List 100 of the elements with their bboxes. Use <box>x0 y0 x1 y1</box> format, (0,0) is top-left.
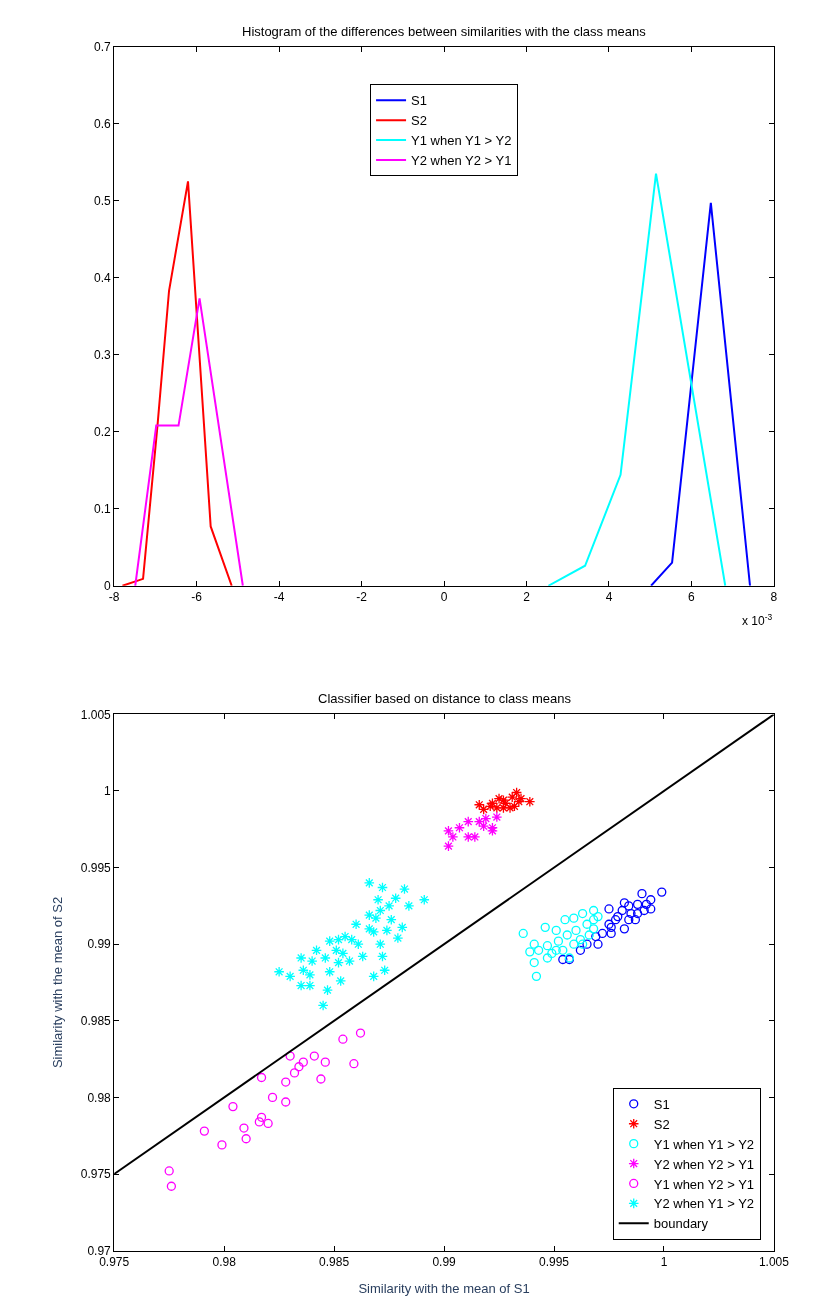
point <box>582 919 592 929</box>
point <box>306 955 318 967</box>
x-tick-label: -2 <box>356 590 368 605</box>
y-tick-label: 0 <box>104 578 112 593</box>
point <box>199 1126 210 1136</box>
point <box>267 1092 278 1103</box>
point <box>390 892 402 904</box>
point <box>254 1117 264 1127</box>
point <box>617 905 627 916</box>
legend-label: Y2 when Y1 > Y2 <box>653 1196 755 1212</box>
x-tick-label: 0.995 <box>539 1255 570 1270</box>
legend-label: S2 <box>411 113 427 129</box>
point <box>588 915 599 925</box>
point <box>349 1059 359 1069</box>
y-tick-label: 0.2 <box>94 424 112 439</box>
point <box>309 1051 319 1061</box>
point <box>542 941 553 951</box>
point <box>311 944 322 956</box>
y-tick-label: 0.98 <box>87 1090 112 1105</box>
point <box>529 939 539 949</box>
y-tick-label: 0.985 <box>80 1013 112 1028</box>
legend-label: S1 <box>653 1096 670 1112</box>
point <box>295 952 307 964</box>
x-tick-label: 0 <box>440 590 448 605</box>
point <box>443 825 454 837</box>
point <box>396 921 408 933</box>
point <box>525 947 535 957</box>
point <box>324 935 336 947</box>
point <box>577 908 588 919</box>
point <box>304 980 316 992</box>
point <box>281 1097 291 1107</box>
y-tick-label: 0.97 <box>87 1243 112 1258</box>
point <box>322 984 333 996</box>
point <box>613 911 623 922</box>
point <box>374 938 386 950</box>
point <box>624 901 634 911</box>
point <box>317 1000 329 1011</box>
point <box>284 970 296 982</box>
point <box>588 905 599 916</box>
point <box>582 939 592 949</box>
point <box>575 945 586 955</box>
point <box>443 840 454 852</box>
y-tick-label: 0.6 <box>94 116 112 131</box>
point <box>632 899 643 910</box>
point <box>462 831 474 843</box>
line-series <box>547 172 727 586</box>
chart-title: Classifier based on distance to class means <box>318 691 572 706</box>
y-tick-label: 0.975 <box>80 1167 112 1182</box>
point <box>632 908 643 919</box>
point <box>403 900 415 912</box>
x-tick-label: -8 <box>108 590 120 605</box>
point <box>281 1077 291 1087</box>
point <box>166 1181 177 1191</box>
point <box>551 925 561 936</box>
point <box>531 971 542 982</box>
point <box>377 951 388 962</box>
x-tick-label: 8 <box>770 590 778 605</box>
point <box>392 932 404 944</box>
point <box>551 945 561 955</box>
chart-title: Histogram of the differences between similarities with the class means <box>242 24 647 39</box>
y-tick-label: 0.3 <box>94 347 112 362</box>
point <box>339 931 351 942</box>
legend-label: Y1 when Y1 > Y2 <box>653 1136 755 1152</box>
point <box>619 924 630 934</box>
point <box>295 980 307 992</box>
y-axis-title: Similarity with the mean of S2 <box>49 896 65 1069</box>
y-tick-label: 0.99 <box>87 937 112 952</box>
point <box>304 969 316 981</box>
point <box>646 904 656 914</box>
point <box>383 900 395 912</box>
point <box>316 1074 326 1084</box>
point <box>641 899 652 910</box>
point <box>610 915 621 925</box>
point <box>297 964 309 976</box>
point <box>357 951 369 962</box>
point <box>346 934 358 946</box>
point <box>447 831 459 843</box>
y-tick-label: 0.7 <box>94 39 112 54</box>
y-tick-label: 1.005 <box>80 707 112 722</box>
point <box>491 811 503 823</box>
point <box>657 887 667 897</box>
point <box>381 924 393 936</box>
point <box>363 909 375 921</box>
text: x 10$^{-3}$ <box>742 612 773 629</box>
point <box>511 787 523 798</box>
point <box>294 1062 304 1072</box>
point <box>241 1134 251 1144</box>
x-tick-label: 0.985 <box>319 1255 350 1270</box>
point <box>399 883 410 895</box>
point <box>639 905 649 916</box>
point <box>630 915 641 925</box>
point <box>368 970 380 982</box>
point <box>480 813 492 825</box>
x-tick-label: 6 <box>688 590 696 605</box>
x-tick-label: 0.99 <box>432 1255 457 1270</box>
legend-label: S1 <box>411 93 427 109</box>
point <box>560 915 570 925</box>
point <box>619 898 630 908</box>
point <box>569 939 579 949</box>
point <box>597 928 608 939</box>
